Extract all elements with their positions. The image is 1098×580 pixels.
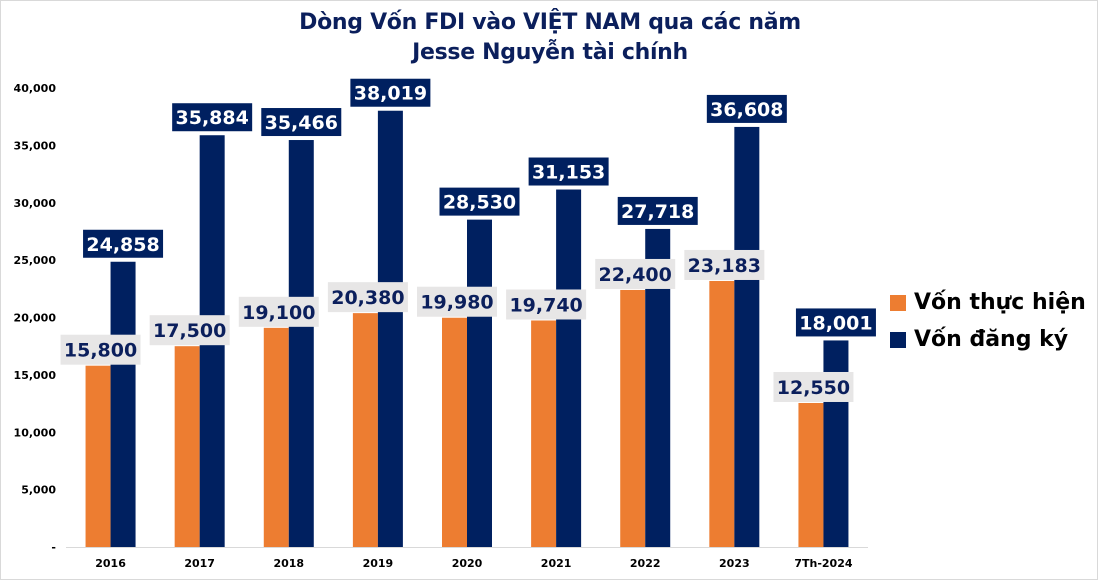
bar-von-dang-ky xyxy=(734,126,760,547)
data-label-box-von-dang-ky xyxy=(439,187,520,216)
data-label-box-von-dang-ky xyxy=(706,94,787,123)
data-label-box-von-thuc-hien xyxy=(149,315,230,346)
chart-subtitle: Jesse Nguyễn tài chính xyxy=(412,40,688,65)
bar-von-dang-ky xyxy=(288,140,314,547)
bar-von-dang-ky xyxy=(556,189,582,547)
x-tick-label: 2023 xyxy=(719,557,750,570)
y-tick-label: 40,000 xyxy=(14,82,57,95)
data-label-von-dang-ky: 24,858 xyxy=(86,234,159,256)
x-tick-label: 2019 xyxy=(363,557,394,570)
bar-von-thuc-hien xyxy=(709,280,735,547)
data-label-box-von-thuc-hien xyxy=(595,258,676,289)
data-label-box-von-dang-ky xyxy=(350,78,431,107)
data-label-box-von-dang-ky xyxy=(172,103,253,132)
bar-von-thuc-hien xyxy=(352,313,378,547)
bar-von-dang-ky xyxy=(823,340,849,547)
data-label-box-von-thuc-hien xyxy=(327,282,408,313)
y-tick-label: 35,000 xyxy=(14,139,57,152)
bar-von-thuc-hien xyxy=(442,317,467,547)
y-tick-label: 20,000 xyxy=(14,312,57,325)
data-label-von-thuc-hien: 17,500 xyxy=(153,320,226,342)
x-tick-label: 2022 xyxy=(630,557,661,570)
data-label-von-thuc-hien: 19,740 xyxy=(509,294,582,316)
data-label-von-thuc-hien: 23,183 xyxy=(688,255,761,277)
data-label-box-von-thuc-hien xyxy=(417,286,497,317)
bar-von-thuc-hien xyxy=(620,289,646,547)
bar-von-thuc-hien xyxy=(263,327,289,547)
legend-label: Vốn đăng ký xyxy=(914,327,1069,352)
data-label-box-von-thuc-hien xyxy=(506,289,587,320)
data-label-von-dang-ky: 35,884 xyxy=(176,107,249,129)
y-tick-label: 30,000 xyxy=(14,197,57,210)
y-tick-label: 15,000 xyxy=(14,369,57,382)
x-tick-label: 2018 xyxy=(273,557,304,570)
data-label-box-von-thuc-hien xyxy=(60,334,141,365)
y-tick-label: 5,000 xyxy=(21,484,56,497)
legend-label: Vốn thực hiện xyxy=(914,290,1086,315)
legend-item-von-thuc-hien: Vốn thực hiện xyxy=(890,290,1086,315)
data-label-box-von-thuc-hien xyxy=(238,296,319,327)
bar-von-thuc-hien xyxy=(85,365,111,547)
bar-von-dang-ky xyxy=(467,219,492,547)
data-label-von-thuc-hien: 22,400 xyxy=(599,264,672,286)
data-label-von-dang-ky: 36,608 xyxy=(710,99,783,121)
data-label-von-dang-ky: 38,019 xyxy=(354,83,427,105)
data-label-box-von-dang-ky xyxy=(617,196,698,225)
data-label-von-dang-ky: 31,153 xyxy=(532,162,605,184)
x-tick-label: 2020 xyxy=(452,557,483,570)
bar-von-thuc-hien xyxy=(174,346,200,547)
data-label-von-thuc-hien: 15,800 xyxy=(64,340,137,362)
x-tick-label: 2017 xyxy=(184,557,215,570)
y-tick-label: 25,000 xyxy=(14,254,57,267)
chart-title: Dòng Vốn FDI vào VIỆT NAM qua các năm xyxy=(299,10,801,35)
bar-von-thuc-hien xyxy=(798,402,824,547)
legend-swatch-orange xyxy=(890,294,906,311)
data-label-box-von-thuc-hien xyxy=(773,371,854,402)
bar-von-dang-ky xyxy=(377,110,403,548)
bar-von-dang-ky xyxy=(110,261,136,547)
x-tick-label: 7Th-2024 xyxy=(794,557,853,570)
data-label-von-thuc-hien: 20,380 xyxy=(331,287,404,309)
data-label-box-von-dang-ky xyxy=(83,229,164,258)
data-label-von-thuc-hien: 19,980 xyxy=(420,292,493,314)
y-tick-label: 10,000 xyxy=(14,426,57,439)
data-label-box-von-thuc-hien xyxy=(684,249,765,280)
data-label-von-dang-ky: 28,530 xyxy=(443,192,516,214)
data-label-von-thuc-hien: 19,100 xyxy=(242,302,315,324)
legend-swatch-navy xyxy=(890,331,906,348)
bar-von-thuc-hien xyxy=(531,320,557,547)
data-label-von-dang-ky: 35,466 xyxy=(265,112,338,134)
legend-item-von-dang-ky: Vốn đăng ký xyxy=(890,327,1068,352)
data-label-von-thuc-hien: 12,550 xyxy=(777,377,850,399)
data-label-box-von-dang-ky xyxy=(261,108,342,137)
data-label-von-dang-ky: 27,718 xyxy=(621,201,694,223)
x-tick-label: 2016 xyxy=(95,557,126,570)
y-tick-label: - xyxy=(51,541,56,554)
data-label-box-von-dang-ky xyxy=(795,308,876,337)
data-label-box-von-dang-ky xyxy=(528,157,609,186)
x-tick-label: 2021 xyxy=(541,557,572,570)
data-label-von-dang-ky: 18,001 xyxy=(799,312,872,334)
